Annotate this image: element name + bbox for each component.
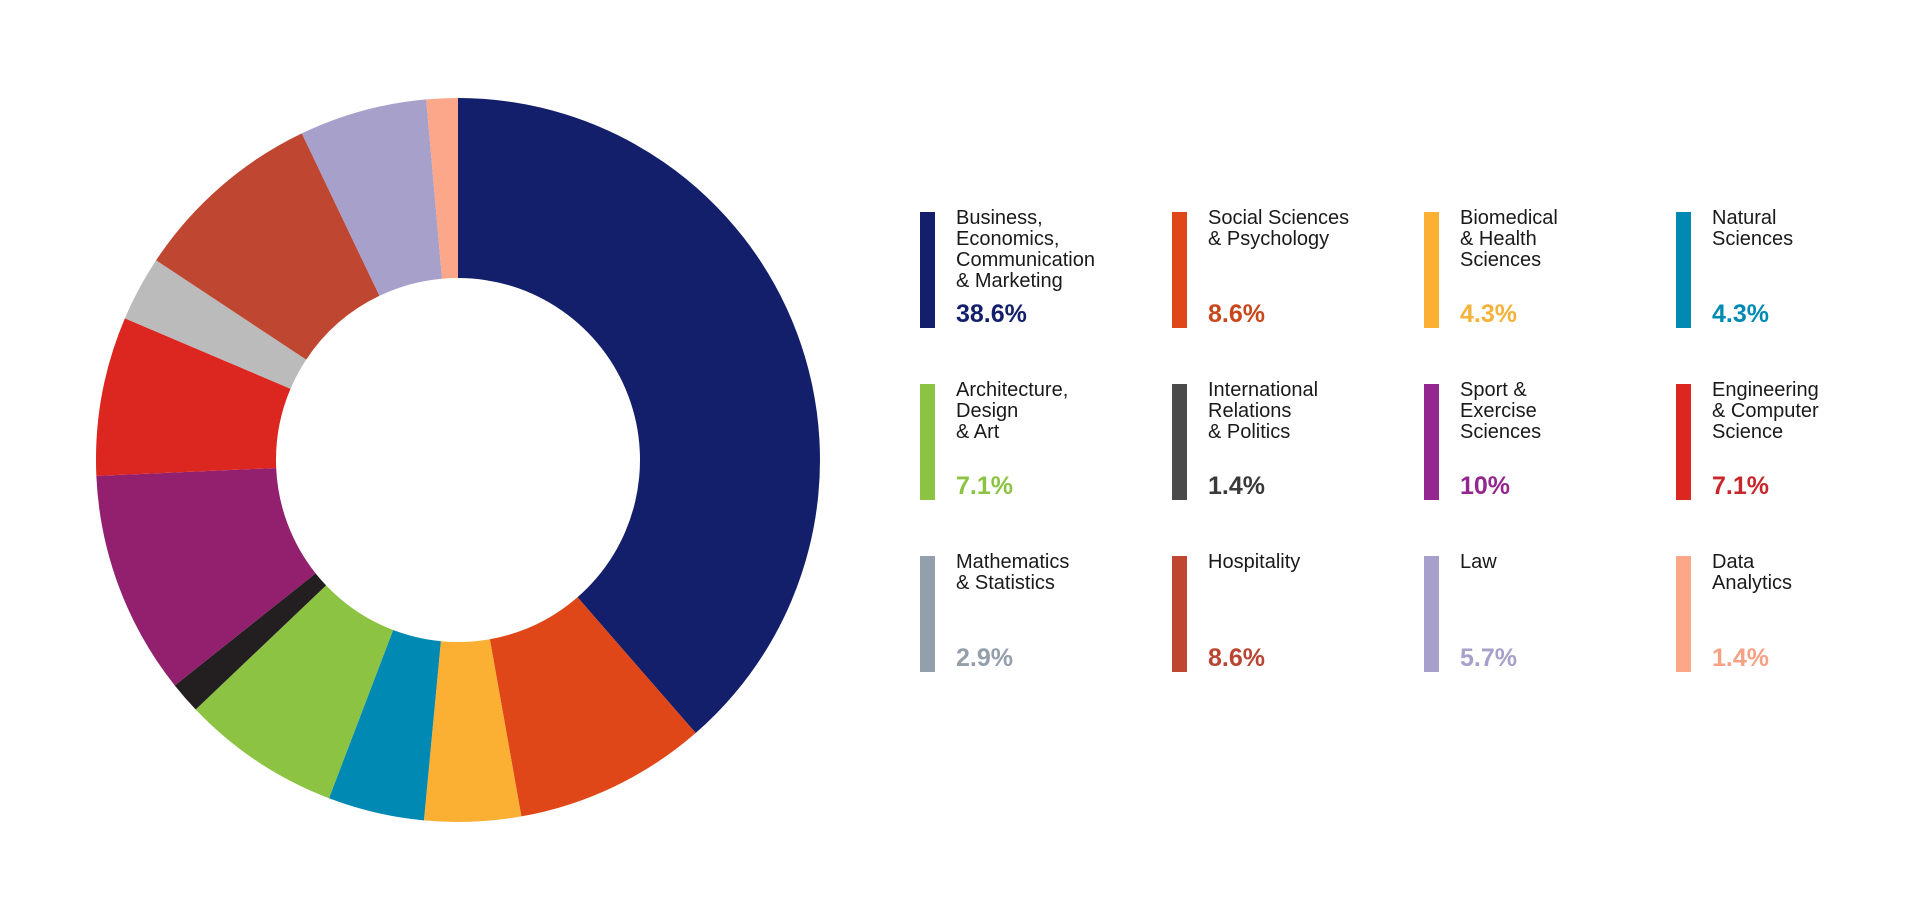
legend-label: Biomedical & Health Sciences bbox=[1460, 207, 1558, 271]
legend-item-6: Sport & Exercise Sciences 10% bbox=[1424, 380, 1664, 500]
legend-swatch bbox=[1172, 556, 1187, 672]
legend-swatch bbox=[1676, 384, 1691, 500]
donut-slice-9 bbox=[156, 133, 380, 360]
donut-slice-1 bbox=[489, 597, 696, 817]
legend-swatch bbox=[1676, 556, 1691, 672]
donut-slice-8 bbox=[124, 260, 307, 389]
legend-value: 1.4% bbox=[1208, 472, 1265, 500]
legend-swatch bbox=[920, 556, 935, 672]
legend-label: Business, Economics, Communication & Mar… bbox=[956, 207, 1095, 292]
legend-value: 1.4% bbox=[1712, 644, 1769, 672]
legend-label: Social Sciences & Psychology bbox=[1208, 207, 1350, 250]
legend-item-4: Architecture, Design & Art 7.1% bbox=[920, 380, 1160, 500]
legend-value: 8.6% bbox=[1208, 644, 1265, 672]
donut-slice-2 bbox=[423, 639, 522, 822]
donut-slice-3 bbox=[328, 630, 441, 821]
donut-slice-11 bbox=[426, 98, 458, 279]
legend-value: 7.1% bbox=[956, 472, 1013, 500]
legend-item-1: Social Sciences & Psychology 8.6% bbox=[1172, 208, 1412, 328]
legend-swatch bbox=[920, 384, 935, 500]
legend-label: Architecture, Design & Art bbox=[956, 379, 1069, 443]
legend-item-10: Law 5.7% bbox=[1424, 552, 1664, 672]
legend-item-3: Natural Sciences 4.3% bbox=[1676, 208, 1916, 328]
legend-label: Hospitality bbox=[1208, 551, 1301, 573]
legend-item-7: Engineering & Computer Science 7.1% bbox=[1676, 380, 1916, 500]
legend-value: 8.6% bbox=[1208, 300, 1265, 328]
legend-swatch bbox=[1172, 212, 1187, 328]
legend-label: Mathematics & Statistics bbox=[956, 551, 1070, 594]
legend-item-5: International Relations & Politics 1.4% bbox=[1172, 380, 1412, 500]
legend-value: 10% bbox=[1460, 472, 1511, 500]
donut-slice-0 bbox=[458, 98, 820, 734]
legend-label: International Relations & Politics bbox=[1208, 379, 1319, 443]
donut-slice-10 bbox=[301, 99, 443, 296]
legend-value: 2.9% bbox=[956, 644, 1013, 672]
legend-value: 4.3% bbox=[1460, 300, 1517, 328]
legend-item-8: Mathematics & Statistics 2.9% bbox=[920, 552, 1160, 672]
legend-label: Law bbox=[1460, 551, 1497, 573]
legend-swatch bbox=[1424, 384, 1439, 500]
donut-slice-4 bbox=[195, 585, 394, 799]
donut-slice-6 bbox=[96, 468, 316, 686]
legend-label: Sport & Exercise Sciences bbox=[1460, 379, 1542, 443]
legend-item-2: Biomedical & Health Sciences 4.3% bbox=[1424, 208, 1664, 328]
legend-item-0: Business, Economics, Communication & Mar… bbox=[920, 208, 1160, 328]
legend-swatch bbox=[1424, 212, 1439, 328]
legend-item-11: Data Analytics 1.4% bbox=[1676, 552, 1916, 672]
legend-label: Natural Sciences bbox=[1712, 207, 1794, 250]
donut-slice-5 bbox=[174, 573, 327, 710]
donut-chart bbox=[95, 98, 820, 822]
legend-value: 7.1% bbox=[1712, 472, 1769, 500]
legend-swatch bbox=[920, 212, 935, 328]
legend-swatch bbox=[1424, 556, 1439, 672]
donut-slice-7 bbox=[95, 318, 291, 476]
legend-swatch bbox=[1172, 384, 1187, 500]
legend-label: Data Analytics bbox=[1712, 551, 1793, 594]
legend-value: 38.6% bbox=[956, 300, 1027, 328]
legend-value: 5.7% bbox=[1460, 644, 1517, 672]
legend: Business, Economics, Communication & Mar… bbox=[920, 208, 1920, 708]
legend-swatch bbox=[1676, 212, 1691, 328]
legend-value: 4.3% bbox=[1712, 300, 1769, 328]
legend-item-9: Hospitality 8.6% bbox=[1172, 552, 1412, 672]
legend-label: Engineering & Computer Science bbox=[1712, 379, 1819, 443]
